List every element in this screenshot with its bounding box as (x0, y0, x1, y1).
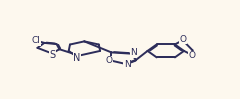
Text: O: O (106, 56, 113, 65)
Text: N: N (124, 60, 131, 69)
Text: N: N (130, 48, 137, 57)
Text: O: O (180, 35, 186, 44)
Text: O: O (189, 51, 196, 60)
Text: Cl: Cl (32, 36, 41, 45)
Text: N: N (73, 53, 80, 63)
Text: S: S (49, 50, 55, 60)
